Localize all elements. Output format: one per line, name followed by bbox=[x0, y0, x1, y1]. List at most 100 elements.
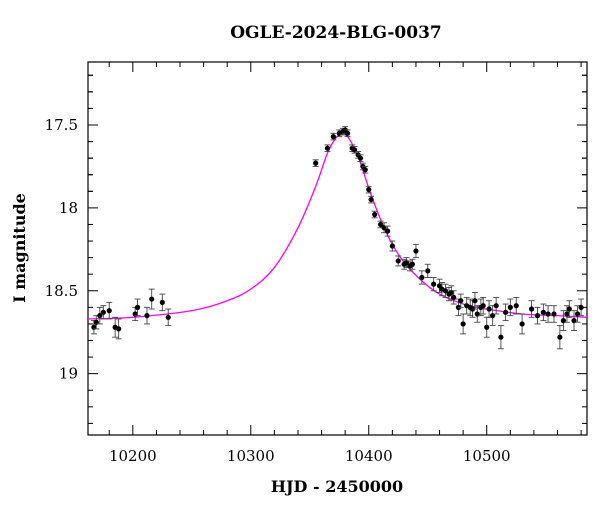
x-tick-label: 10500 bbox=[463, 447, 511, 465]
data-point bbox=[483, 316, 490, 338]
data-point bbox=[134, 298, 141, 317]
point-marker bbox=[503, 309, 509, 315]
point-marker bbox=[442, 288, 449, 294]
data-points bbox=[90, 126, 585, 350]
data-point bbox=[165, 308, 172, 327]
data-point bbox=[330, 132, 337, 141]
data-point bbox=[457, 293, 464, 308]
data-point bbox=[112, 316, 119, 338]
y-tick-label: 18.5 bbox=[45, 282, 78, 300]
point-marker bbox=[116, 326, 122, 332]
point-marker bbox=[484, 324, 490, 330]
x-tick-label: 10300 bbox=[227, 447, 275, 465]
x-axis-label: HJD - 2450000 bbox=[271, 477, 403, 496]
point-marker bbox=[513, 303, 519, 309]
point-marker bbox=[106, 308, 112, 314]
data-point bbox=[566, 300, 573, 318]
point-marker bbox=[395, 258, 401, 264]
data-point bbox=[424, 263, 431, 278]
data-point bbox=[497, 325, 504, 350]
data-point bbox=[365, 185, 372, 194]
data-point bbox=[513, 296, 520, 315]
data-point bbox=[480, 296, 487, 315]
point-marker bbox=[389, 243, 395, 249]
y-tick-labels: 17.5 18 18.5 19 bbox=[45, 116, 78, 383]
point-marker bbox=[519, 321, 525, 327]
data-point bbox=[357, 154, 364, 162]
point-marker bbox=[165, 314, 171, 320]
data-point bbox=[418, 270, 425, 285]
data-point bbox=[344, 129, 351, 138]
data-point bbox=[442, 283, 449, 298]
point-marker bbox=[149, 296, 155, 302]
data-point bbox=[106, 301, 113, 320]
point-marker bbox=[540, 309, 546, 315]
point-marker bbox=[460, 321, 466, 327]
data-point bbox=[571, 310, 578, 332]
data-point bbox=[507, 298, 514, 317]
y-tick-label: 17.5 bbox=[45, 116, 78, 134]
data-point bbox=[115, 318, 122, 340]
point-marker bbox=[493, 303, 499, 309]
point-marker bbox=[425, 268, 431, 274]
point-marker bbox=[566, 306, 572, 312]
data-point bbox=[324, 144, 331, 152]
data-point bbox=[445, 287, 452, 302]
data-point bbox=[560, 310, 567, 332]
point-marker bbox=[419, 274, 425, 281]
point-marker bbox=[557, 334, 563, 340]
point-marker bbox=[324, 145, 331, 151]
point-marker bbox=[472, 298, 478, 304]
point-marker bbox=[578, 304, 584, 310]
point-marker bbox=[528, 306, 535, 312]
data-point bbox=[368, 195, 375, 204]
data-point bbox=[545, 305, 552, 323]
data-point bbox=[143, 306, 150, 325]
point-marker bbox=[385, 228, 391, 234]
point-marker bbox=[507, 304, 513, 310]
y-tick-label: 19 bbox=[59, 365, 78, 383]
data-point bbox=[362, 165, 369, 174]
x-tick-labels: 10200 10300 10400 10500 bbox=[109, 447, 511, 465]
data-point bbox=[493, 296, 500, 315]
data-point bbox=[540, 303, 547, 322]
data-point bbox=[528, 300, 535, 318]
point-marker bbox=[545, 311, 551, 317]
point-marker bbox=[357, 155, 364, 161]
data-point bbox=[471, 291, 478, 310]
data-point bbox=[409, 258, 416, 270]
point-marker bbox=[366, 187, 372, 193]
model-curve bbox=[87, 132, 588, 320]
point-marker bbox=[97, 313, 103, 319]
data-point bbox=[450, 290, 457, 305]
data-point bbox=[148, 288, 155, 310]
point-marker bbox=[134, 304, 141, 310]
point-marker bbox=[486, 306, 492, 312]
point-marker bbox=[159, 299, 165, 305]
point-marker bbox=[362, 167, 368, 173]
point-marker bbox=[413, 248, 419, 254]
data-point bbox=[578, 298, 585, 317]
point-marker bbox=[458, 298, 464, 304]
data-point bbox=[556, 325, 563, 350]
point-marker bbox=[451, 294, 457, 301]
data-point bbox=[384, 225, 391, 237]
data-point bbox=[412, 243, 419, 259]
data-point bbox=[502, 303, 509, 322]
data-point bbox=[460, 313, 467, 335]
plot-frame bbox=[87, 61, 588, 436]
chart-title: OGLE-2024-BLG-0037 bbox=[230, 23, 442, 43]
point-marker bbox=[313, 160, 319, 166]
major-ticks bbox=[88, 62, 587, 435]
minor-ticks bbox=[88, 62, 587, 435]
data-point bbox=[100, 305, 107, 320]
point-marker bbox=[431, 281, 437, 287]
data-point bbox=[159, 293, 166, 312]
point-marker bbox=[498, 334, 504, 340]
point-marker bbox=[100, 309, 106, 315]
data-point bbox=[430, 277, 437, 292]
y-tick-label: 18 bbox=[59, 199, 78, 217]
y-axis-label: I magnitude bbox=[10, 193, 29, 303]
point-marker bbox=[330, 134, 336, 140]
data-point bbox=[395, 255, 402, 267]
